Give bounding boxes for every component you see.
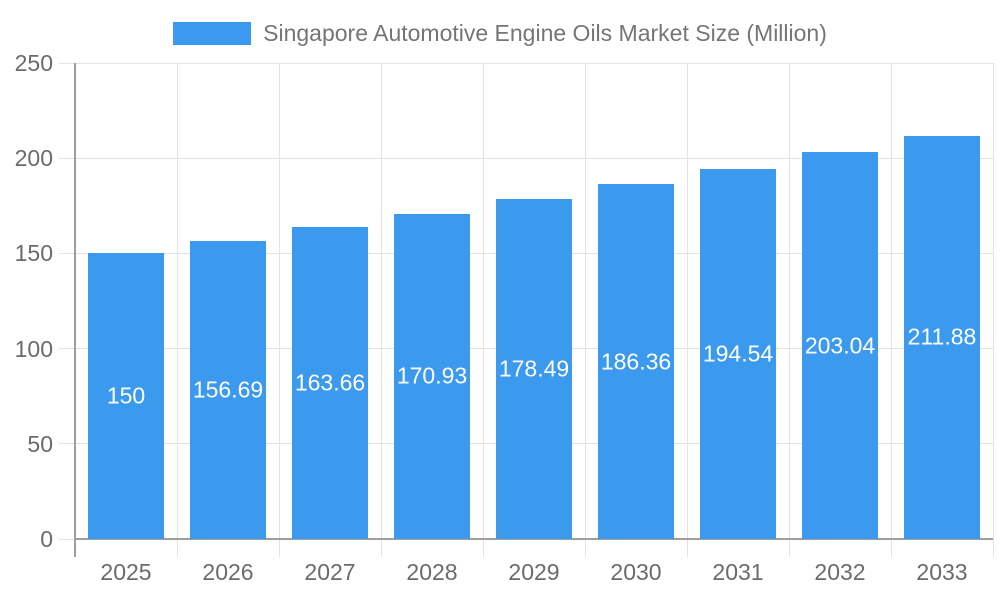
x-axis-tick-label: 2029 — [508, 559, 560, 585]
x-tick-mark — [992, 539, 994, 557]
bar-2028[interactable]: 170.93 — [394, 213, 470, 539]
x-gridline — [380, 63, 382, 539]
bar-value-label: 150 — [106, 382, 146, 409]
bar-2033[interactable]: 211.88 — [904, 135, 980, 539]
x-axis-tick-label: 2032 — [814, 559, 866, 585]
bar-value-label: 186.36 — [600, 348, 672, 375]
x-tick-mark — [584, 539, 586, 557]
bar-2029[interactable]: 178.49 — [496, 199, 572, 539]
x-tick-mark — [380, 539, 382, 557]
bar-value-label: 170.93 — [396, 362, 468, 389]
x-axis-tick-label: 2027 — [304, 559, 356, 585]
bar-value-label: 163.66 — [294, 369, 366, 396]
bar-2031[interactable]: 194.54 — [700, 168, 776, 539]
x-tick-mark — [482, 539, 484, 557]
x-axis-tick-label: 2028 — [406, 559, 458, 585]
x-tick-mark — [278, 539, 280, 557]
x-tick-mark — [788, 539, 790, 557]
x-gridline — [686, 63, 688, 539]
y-axis-tick-label: 150 — [14, 240, 53, 267]
bar-2025[interactable]: 150 — [88, 253, 164, 539]
chart-legend-item[interactable]: Singapore Automotive Engine Oils Market … — [0, 20, 1000, 46]
x-gridline — [992, 63, 994, 539]
bar-2032[interactable]: 203.04 — [802, 152, 878, 539]
x-axis-tick-label: 2030 — [610, 559, 662, 585]
y-axis-tick-label: 100 — [14, 335, 53, 362]
y-tick-mark — [59, 443, 75, 445]
x-tick-mark — [686, 539, 688, 557]
x-tick-mark — [176, 539, 178, 557]
x-gridline — [176, 63, 178, 539]
bar-value-label: 178.49 — [498, 355, 570, 382]
y-gridline — [75, 62, 993, 64]
bar-value-label: 203.04 — [804, 332, 876, 359]
x-axis-tick-label: 2031 — [712, 559, 764, 585]
bar-2027[interactable]: 163.66 — [292, 227, 368, 539]
y-axis-tick-label: 250 — [14, 50, 53, 76]
x-gridline — [584, 63, 586, 539]
legend-color-swatch — [173, 21, 252, 45]
y-tick-mark — [59, 252, 75, 254]
bar-value-label: 194.54 — [702, 340, 774, 367]
x-axis-tick-label: 2026 — [202, 559, 254, 585]
legend-label: Singapore Automotive Engine Oils Market … — [263, 19, 827, 46]
x-gridline — [890, 63, 892, 539]
y-tick-mark — [59, 538, 75, 540]
x-axis-tick-label: 2033 — [916, 559, 968, 585]
x-tick-mark — [890, 539, 892, 557]
y-axis-tick-label: 200 — [14, 145, 53, 172]
bar-2030[interactable]: 186.36 — [598, 184, 674, 539]
y-tick-mark — [59, 348, 75, 350]
x-gridline — [788, 63, 790, 539]
y-tick-mark — [59, 62, 75, 64]
y-gridline — [75, 157, 993, 159]
y-axis-tick-label: 0 — [40, 526, 53, 552]
bar-value-label: 211.88 — [907, 323, 977, 350]
bar-2026[interactable]: 156.69 — [190, 240, 266, 539]
x-axis-line — [75, 538, 993, 540]
bar-value-label: 156.69 — [192, 376, 264, 403]
y-axis-tick-label: 50 — [27, 430, 53, 457]
x-gridline — [482, 63, 484, 539]
y-axis-line — [74, 63, 76, 557]
x-gridline — [278, 63, 280, 539]
y-tick-mark — [59, 157, 75, 159]
x-axis-tick-label: 2025 — [100, 559, 152, 585]
